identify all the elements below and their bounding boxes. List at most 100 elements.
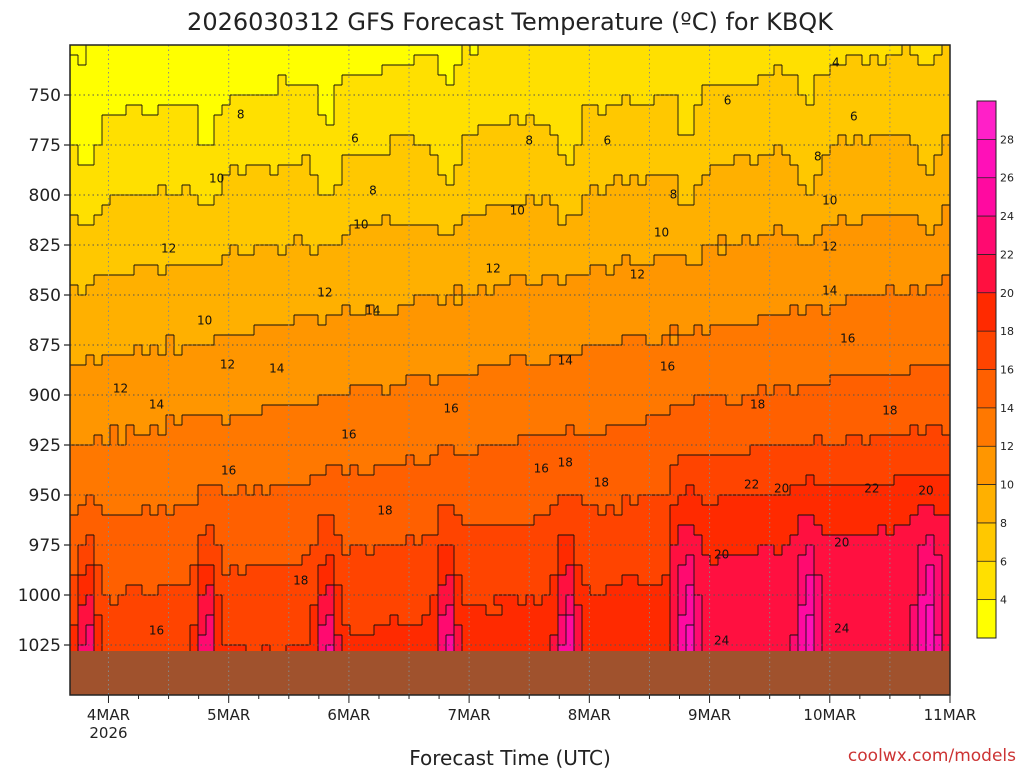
field-cell (126, 265, 135, 276)
field-cell (78, 625, 87, 636)
field-cell (622, 505, 631, 516)
field-cell (158, 155, 167, 166)
field-cell (286, 575, 295, 586)
field-cell (598, 505, 607, 516)
field-cell (630, 285, 639, 296)
field-cell (430, 445, 439, 456)
field-cell (206, 165, 215, 176)
field-cell (406, 405, 415, 416)
field-cell (566, 565, 575, 576)
field-cell (670, 165, 679, 176)
field-cell (422, 195, 431, 206)
field-cell (566, 365, 575, 376)
field-cell (574, 525, 583, 536)
field-cell (86, 395, 95, 406)
field-cell (318, 545, 327, 556)
field-cell (454, 255, 463, 266)
field-cell (614, 385, 623, 396)
field-cell (390, 135, 399, 146)
field-cell (454, 165, 463, 176)
field-cell (606, 325, 615, 336)
field-cell (158, 375, 167, 386)
field-cell (358, 235, 367, 246)
field-cell (518, 595, 527, 606)
field-cell (286, 275, 295, 286)
field-cell (134, 335, 143, 346)
field-cell (118, 505, 127, 516)
field-cell (366, 65, 375, 76)
field-cell (94, 615, 103, 626)
field-cell (366, 255, 375, 266)
field-cell (494, 245, 503, 256)
field-cell (174, 385, 183, 396)
field-cell (294, 185, 303, 196)
field-cell (254, 485, 263, 496)
field-cell (526, 335, 535, 346)
field-cell (206, 635, 215, 646)
field-cell (118, 215, 127, 226)
field-cell (70, 125, 79, 136)
field-cell (654, 165, 663, 176)
field-cell (70, 585, 79, 596)
field-cell (638, 55, 647, 66)
field-cell (430, 485, 439, 496)
field-cell (166, 375, 175, 386)
field-cell (462, 405, 471, 416)
field-cell (550, 405, 559, 416)
field-cell (86, 225, 95, 236)
field-cell (254, 215, 263, 226)
field-cell (94, 645, 103, 656)
field-cell (574, 305, 583, 316)
field-cell (294, 345, 303, 356)
field-cell (446, 65, 455, 76)
field-cell (102, 565, 111, 576)
field-cell (126, 285, 135, 296)
field-cell (206, 295, 215, 306)
field-cell (326, 205, 335, 216)
field-cell (638, 175, 647, 186)
field-cell (102, 555, 111, 566)
field-cell (238, 45, 247, 56)
field-cell (534, 365, 543, 376)
field-cell (150, 595, 159, 606)
field-cell (254, 465, 263, 476)
field-cell (134, 645, 143, 656)
field-cell (102, 45, 111, 56)
field-cell (614, 215, 623, 226)
field-cell (510, 85, 519, 96)
field-cell (390, 85, 399, 96)
field-cell (358, 155, 367, 166)
field-cell (414, 495, 423, 506)
field-cell (454, 445, 463, 456)
field-cell (118, 445, 127, 456)
field-cell (134, 95, 143, 106)
field-cell (478, 345, 487, 356)
field-cell (190, 605, 199, 616)
field-cell (174, 75, 183, 86)
field-cell (278, 275, 287, 286)
field-cell (486, 365, 495, 376)
field-cell (86, 465, 95, 476)
field-cell (310, 95, 319, 106)
field-cell (598, 265, 607, 276)
field-cell (470, 295, 479, 306)
field-cell (422, 445, 431, 456)
field-cell (270, 405, 279, 416)
field-cell (166, 525, 175, 536)
field-cell (126, 585, 135, 596)
field-cell (94, 255, 103, 266)
field-cell (214, 325, 223, 336)
field-cell (670, 95, 679, 106)
field-cell (430, 365, 439, 376)
field-cell (638, 645, 647, 656)
field-cell (334, 615, 343, 626)
field-cell (670, 535, 679, 546)
field-cell (654, 575, 663, 586)
field-cell (550, 135, 559, 146)
field-cell (318, 535, 327, 546)
field-cell (102, 635, 111, 646)
field-cell (238, 75, 247, 86)
field-cell (118, 295, 127, 306)
field-cell (278, 365, 287, 376)
field-cell (150, 575, 159, 586)
